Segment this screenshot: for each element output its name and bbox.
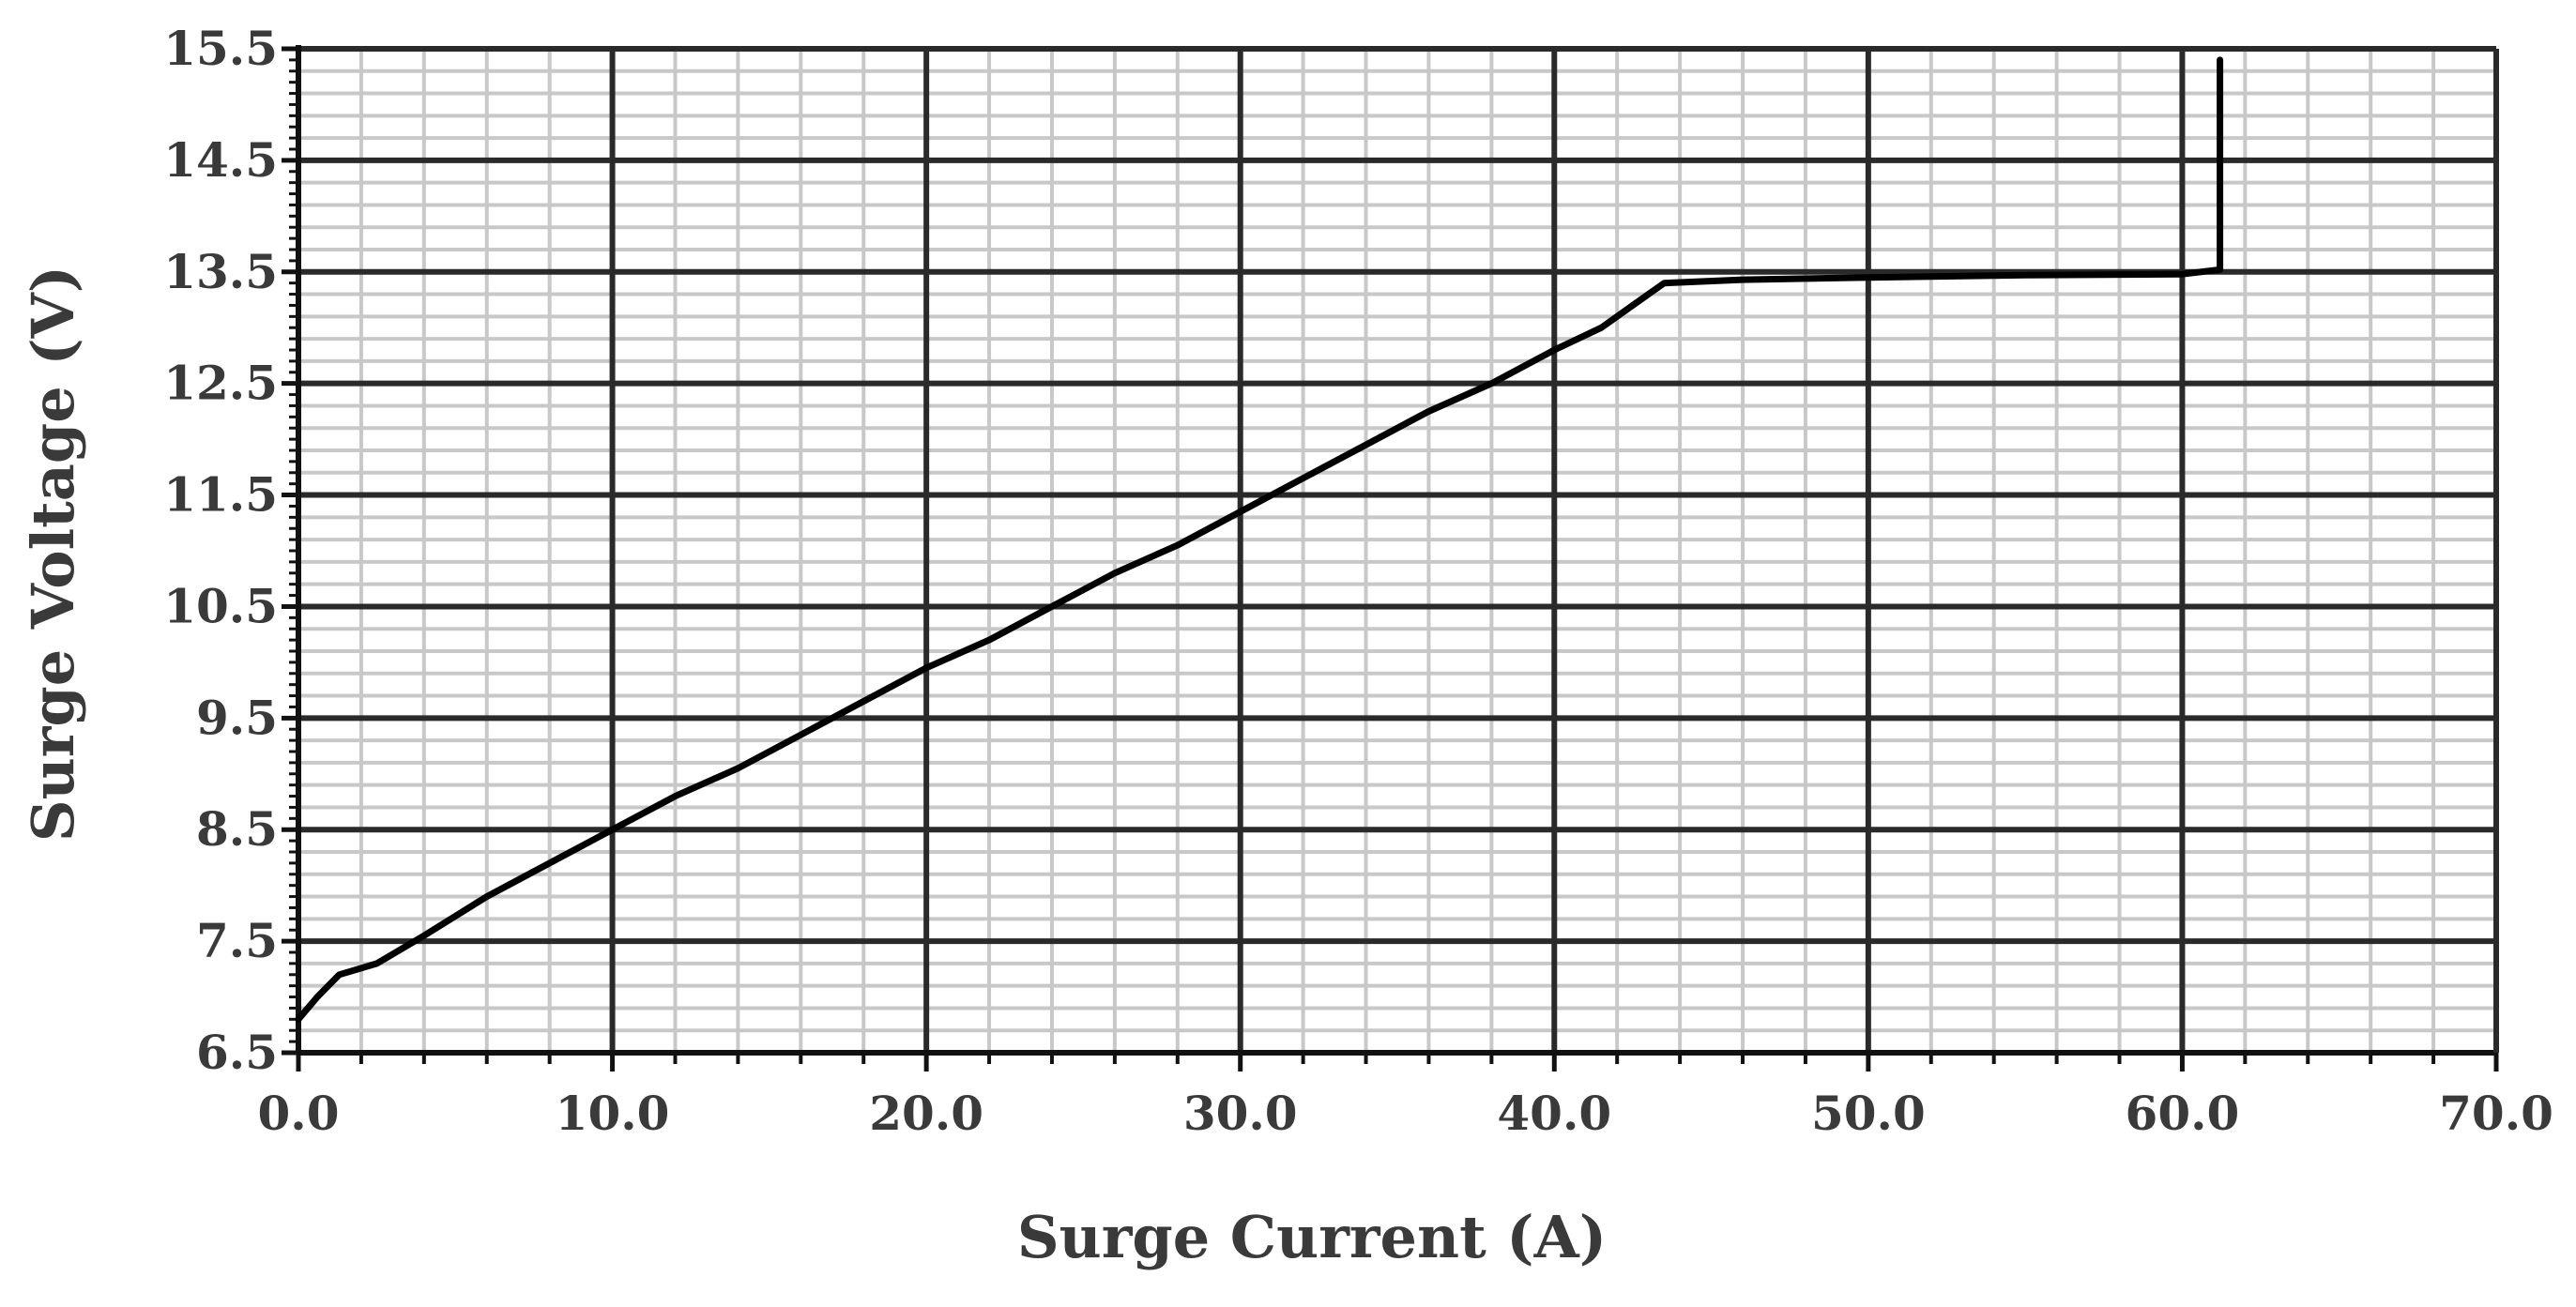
y-tick-label: 13.5	[163, 244, 278, 299]
x-tick-label: 0.0	[258, 1086, 340, 1141]
y-axis-title: Surge Voltage (V)	[19, 266, 87, 842]
y-tick-label: 8.5	[196, 801, 278, 857]
x-tick-label: 40.0	[1497, 1086, 1611, 1141]
y-tick-label: 6.5	[196, 1025, 278, 1080]
x-tick-label: 60.0	[2126, 1086, 2240, 1141]
y-tick-label: 15.5	[163, 21, 278, 76]
x-tick-label: 70.0	[2439, 1086, 2553, 1141]
tick-labels: 6.5 7.5 8.5 9.5 10.5 11.5 12.5 13.5 14.5 15.5 0.0 1…	[163, 21, 2553, 1141]
y-tick-label: 12.5	[163, 356, 278, 411]
y-tick-label: 9.5	[196, 690, 278, 745]
axes	[282, 45, 2499, 1071]
y-tick-label: 14.5	[163, 132, 278, 188]
x-tick-label: 30.0	[1183, 1086, 1298, 1141]
minor-grid	[298, 49, 2496, 1053]
series-group	[295, 56, 2224, 1023]
x-tick-label: 20.0	[869, 1086, 983, 1141]
x-tick-label: 50.0	[1811, 1086, 1926, 1141]
y-tick-label: 7.5	[196, 913, 278, 968]
major-grid	[298, 46, 2496, 1053]
y-tick-label: 11.5	[163, 467, 278, 523]
series-line	[295, 56, 2224, 1023]
x-tick-label: 10.0	[556, 1086, 670, 1141]
x-axis-title: Surge Current (A)	[1017, 1203, 1607, 1271]
y-tick-label: 10.5	[163, 578, 278, 633]
